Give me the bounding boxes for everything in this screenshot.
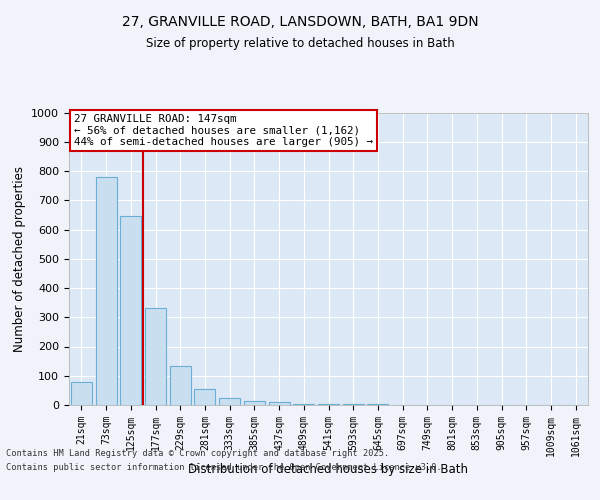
Bar <box>170 366 191 405</box>
Y-axis label: Number of detached properties: Number of detached properties <box>13 166 26 352</box>
Text: 27, GRANVILLE ROAD, LANSDOWN, BATH, BA1 9DN: 27, GRANVILLE ROAD, LANSDOWN, BATH, BA1 … <box>122 15 478 29</box>
Bar <box>343 404 364 405</box>
Bar <box>71 382 92 405</box>
Text: Contains HM Land Registry data © Crown copyright and database right 2025.: Contains HM Land Registry data © Crown c… <box>6 448 389 458</box>
X-axis label: Distribution of detached houses by size in Bath: Distribution of detached houses by size … <box>188 463 469 476</box>
Bar <box>318 404 339 405</box>
Text: Contains public sector information licensed under the Open Government Licence v3: Contains public sector information licen… <box>6 464 442 472</box>
Bar <box>95 177 116 405</box>
Text: Size of property relative to detached houses in Bath: Size of property relative to detached ho… <box>146 38 454 51</box>
Bar <box>367 404 388 405</box>
Bar <box>269 402 290 405</box>
Bar <box>293 404 314 405</box>
Text: 27 GRANVILLE ROAD: 147sqm
← 56% of detached houses are smaller (1,162)
44% of se: 27 GRANVILLE ROAD: 147sqm ← 56% of detac… <box>74 114 373 147</box>
Bar <box>244 400 265 405</box>
Bar <box>194 389 215 405</box>
Bar <box>219 398 240 405</box>
Bar <box>145 308 166 405</box>
Bar <box>120 216 141 405</box>
